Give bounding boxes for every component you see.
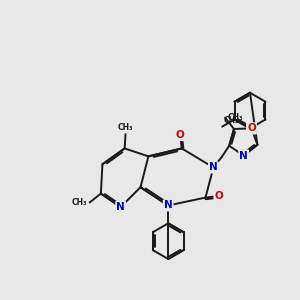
Text: CH₃: CH₃ xyxy=(228,113,243,122)
Text: O: O xyxy=(176,130,184,140)
Text: N: N xyxy=(209,162,218,172)
Text: CH₃: CH₃ xyxy=(118,123,133,132)
Text: N: N xyxy=(116,202,125,212)
Text: N: N xyxy=(164,200,172,211)
Text: CH₃: CH₃ xyxy=(72,198,87,207)
Text: O: O xyxy=(214,191,223,201)
Text: N: N xyxy=(239,151,248,160)
Text: CH₃: CH₃ xyxy=(224,116,239,125)
Text: O: O xyxy=(247,123,256,134)
